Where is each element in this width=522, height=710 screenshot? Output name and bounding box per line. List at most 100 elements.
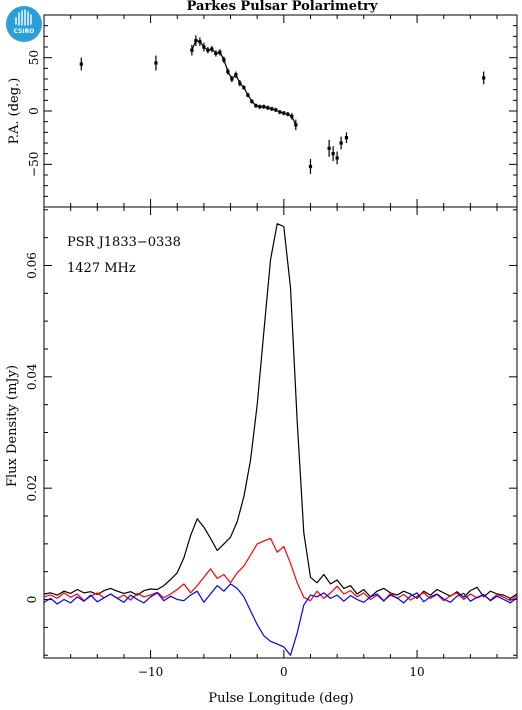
csiro-logo-text: CSIRO [14,28,35,35]
pa-point [214,50,218,57]
pa-point [344,132,349,143]
position-angle-panel: −50 0 50 P.A. (deg.) [7,14,518,208]
pa-point [210,45,214,53]
pa-marker [214,51,218,55]
pa-point [230,75,234,83]
flux-ytick-label: 0.04 [25,363,39,390]
pa-marker [222,58,226,62]
pa-marker [238,81,242,85]
pa-marker [234,73,238,77]
pa-point [194,35,198,46]
linear-polarization-line [43,537,518,602]
pa-marker [194,39,198,43]
pa-marker [331,152,335,156]
flux-ytick-label: 0 [25,596,39,604]
pa-marker [308,164,313,169]
pa-marker [226,69,230,74]
pa-ylabel: P.A. (deg.) [7,78,22,145]
pa-point [238,80,242,87]
pa-marker [278,110,282,114]
pa-point [79,57,83,71]
pa-point [327,139,331,157]
figure-title: Parkes Pulsar Polarimetry [187,0,378,14]
pa-point [190,44,194,56]
pa-axis-ticks: −50 0 50 [27,15,517,207]
flux-xtick-label: 10 [409,665,424,679]
flux-xtick-label: −10 [138,665,163,679]
pa-points-group [79,35,486,174]
pa-point [290,113,294,120]
pa-point [262,104,266,109]
csiro-logo-icon: CSIRO [6,6,42,42]
flux-ylabel: Flux Density (mJy) [5,365,20,487]
pa-point [198,37,202,46]
flux-axis-ticks: −10 0 10 0 0.02 0.04 0.06 [25,207,517,679]
pa-ytick-label: 50 [27,50,41,65]
pa-point [339,136,343,150]
frequency-annotation: 1427 MHz [67,261,136,276]
pa-marker [482,76,486,80]
pa-point [294,119,298,131]
pa-point [286,112,290,117]
pa-marker [202,45,206,49]
circular-polarization-line [43,583,518,656]
pa-point [202,42,206,52]
pa-point [226,68,230,75]
pa-point [266,105,270,110]
pa-point [254,103,258,108]
pa-point [242,85,246,90]
pa-marker [254,104,258,108]
pa-marker [344,136,349,140]
pa-marker [218,50,222,54]
pulsar-name-annotation: PSR J1833−0338 [67,235,181,250]
pa-point [274,107,278,113]
pa-point [282,111,286,116]
flux-xlabel: Pulse Longitude (deg) [208,691,353,706]
pa-marker [154,61,158,65]
pa-marker [286,112,290,116]
pa-marker [339,141,343,145]
pa-point [250,99,254,104]
pa-point [206,47,210,54]
pa-point [335,151,339,165]
pa-ytick-label: −50 [27,152,41,177]
total-intensity-line [43,223,518,599]
flux-density-panel: −10 0 10 0 0.02 0.04 0.06 PSR J1833−0338 1427 … [5,206,518,706]
pa-marker [270,107,274,111]
pa-marker [210,47,214,51]
pa-marker [282,111,286,115]
flux-series-group [43,223,518,656]
flux-ytick-label: 0.02 [25,475,39,502]
pa-marker [206,48,210,52]
pa-marker [290,114,294,118]
pa-point [258,104,262,109]
pa-marker [335,156,339,160]
pa-marker [294,123,298,127]
flux-xtick-label: 0 [280,665,288,679]
flux-ytick-label: 0.06 [25,252,39,279]
pa-point [308,159,313,174]
pa-point [154,55,158,71]
pa-marker [242,85,246,90]
pa-marker [258,105,262,109]
pa-marker [230,77,234,81]
pa-point [218,49,222,56]
pa-marker [262,105,266,109]
pa-ytick-label: 0 [27,107,41,115]
pa-marker [79,62,83,66]
pa-point [234,71,238,78]
pa-point [270,106,274,111]
pa-point [222,56,226,63]
pa-marker [274,108,278,112]
pa-marker [246,93,250,97]
pa-point [482,71,486,85]
pa-point [278,109,282,115]
pa-marker [198,40,202,44]
pa-point [246,92,250,98]
pa-marker [190,48,194,52]
pa-marker [250,99,254,103]
pa-marker [327,146,331,150]
pa-marker [266,106,270,110]
pa-point [331,146,335,162]
